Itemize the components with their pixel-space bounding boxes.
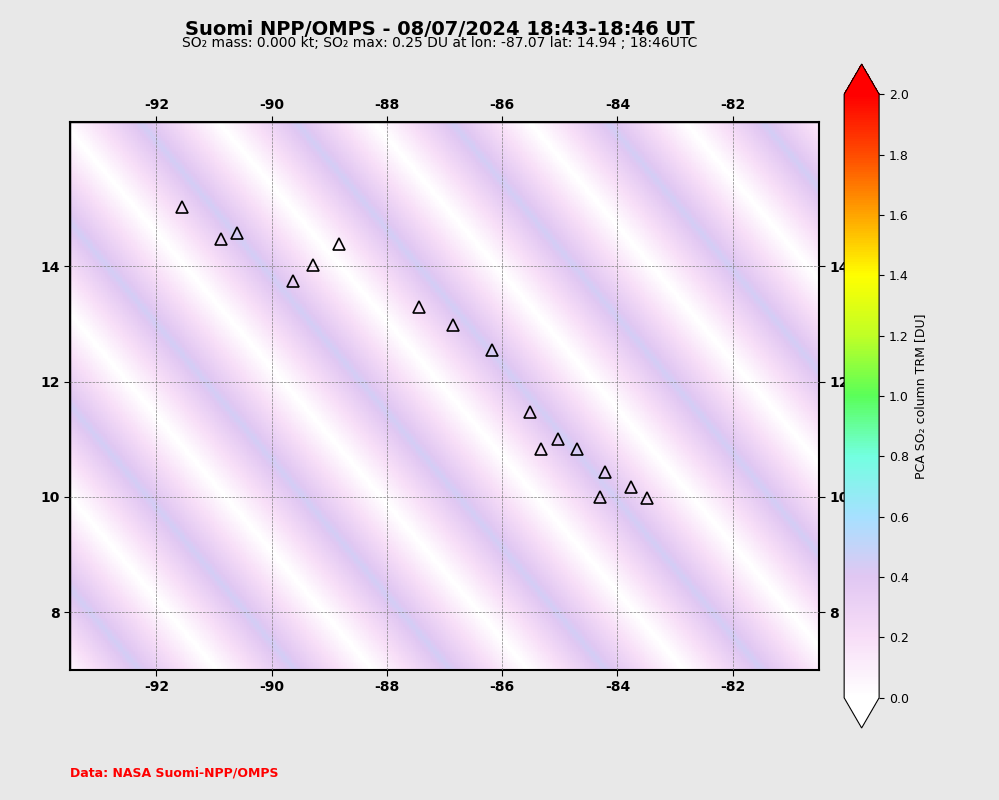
PathPatch shape [844,698,879,728]
Text: Data: NASA Suomi-NPP/OMPS: Data: NASA Suomi-NPP/OMPS [70,767,279,780]
PathPatch shape [844,64,879,94]
Y-axis label: PCA SO₂ column TRM [DU]: PCA SO₂ column TRM [DU] [914,314,927,478]
Text: SO₂ mass: 0.000 kt; SO₂ max: 0.25 DU at lon: -87.07 lat: 14.94 ; 18:46UTC: SO₂ mass: 0.000 kt; SO₂ max: 0.25 DU at … [182,36,697,50]
Text: Suomi NPP/OMPS - 08/07/2024 18:43-18:46 UT: Suomi NPP/OMPS - 08/07/2024 18:43-18:46 … [185,20,694,39]
